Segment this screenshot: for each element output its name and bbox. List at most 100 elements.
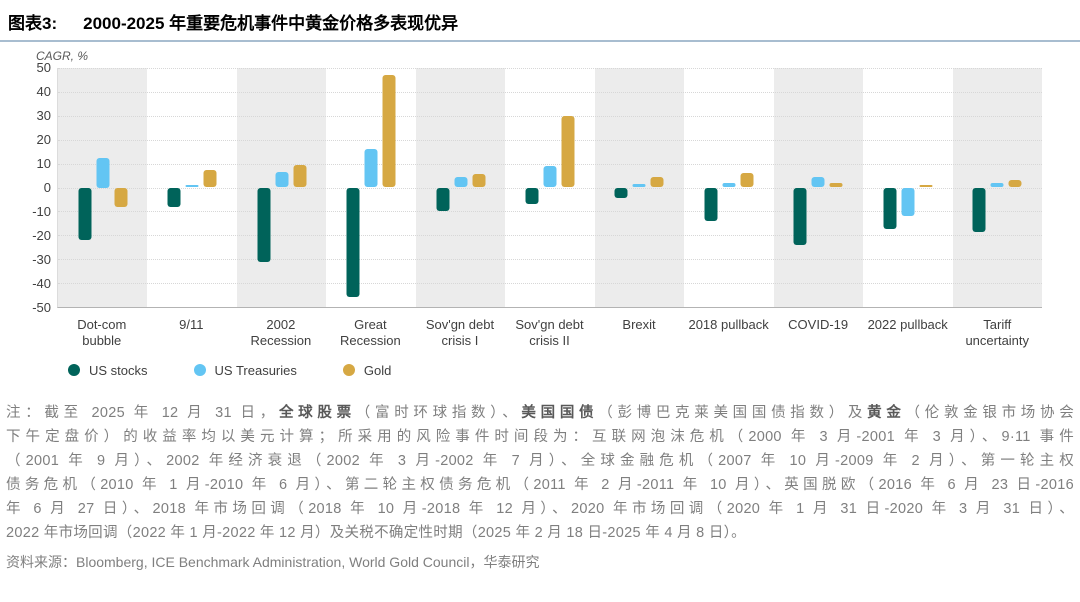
y-tick-label: 40 (36, 84, 51, 99)
bar-us-treasuries (96, 157, 110, 188)
title-divider (0, 40, 1080, 42)
x-category-label: Sov'gn debt crisis II (505, 317, 595, 349)
bar-slot (167, 68, 181, 307)
category-cell (416, 68, 505, 307)
x-category-label: COVID-19 (773, 317, 863, 349)
category-cell (684, 68, 773, 307)
x-category-label: 2018 pullback (684, 317, 774, 349)
figure-number-label: 图表3: (8, 14, 58, 33)
bar-group (346, 68, 396, 307)
bar-group (793, 68, 843, 307)
category-cell (58, 68, 147, 307)
footnote-line: 年 6 月 27 日）、2018 年市场回调（2018 年 10 月-2018 … (6, 497, 1074, 521)
y-axis-unit-label: CAGR, % (36, 49, 89, 63)
bar-slot (275, 68, 289, 307)
footnote-text: （彭博巴克莱美国国债指数）及 (598, 405, 868, 421)
bar-slot (919, 68, 933, 307)
y-axis-ticks: 50 40 30 20 10 0 -10 -20 -30 -40 -50 (7, 61, 51, 315)
x-category-label-text: Great Recession (340, 317, 401, 348)
bar-slot (472, 68, 486, 307)
x-category-label-text: Sov'gn debt crisis II (515, 317, 584, 348)
footnote-text: 2022 年市场回调（2022 年 1 月-2022 年 12 月）及关税不确定… (6, 525, 746, 541)
gridline (58, 163, 1042, 165)
bar-slot (704, 68, 718, 307)
bar-slot (1008, 68, 1022, 307)
bar-group (614, 68, 664, 307)
bar-gold (829, 182, 843, 188)
x-category-label: Great Recession (326, 317, 416, 349)
gridline (58, 187, 1042, 189)
bar-slot (883, 68, 897, 307)
x-category-label: 2022 pullback (863, 317, 953, 349)
bar-slot (382, 68, 396, 307)
bar-slot (972, 68, 986, 307)
footnote-line: 债务危机（2010 年 1 月-2010 年 6 月）、第二轮主权债务危机（20… (6, 473, 1074, 497)
bar-slot (203, 68, 217, 307)
footnote-text: 债务危机（2010 年 1 月-2010 年 6 月）、第二轮主权债务危机（20… (6, 477, 1074, 493)
x-category-label-text: Brexit (622, 317, 656, 332)
x-category-label-text: Dot-com bubble (77, 317, 127, 348)
bar-slot (614, 68, 628, 307)
bar-slot (454, 68, 468, 307)
footnote: 注：截至 2025 年 12 月 31 日，全球股票（富时环球指数）、美国国债（… (6, 401, 1074, 545)
legend-item: US Treasuries (193, 362, 297, 378)
y-tick-label: -20 (32, 228, 51, 243)
footnote-line: 下午定盘价）的收益率均以美元计算；所采用的风险事件时间段为：互联网泡沫危机（20… (6, 425, 1074, 449)
bar-us-stocks (257, 187, 271, 262)
y-tick-label: 20 (36, 132, 51, 147)
grid-layer (58, 68, 1042, 307)
bar-slot (740, 68, 754, 307)
y-tick-label: 30 (36, 108, 51, 123)
category-cell (237, 68, 326, 307)
source-line: 资料来源：Bloomberg, ICE Benchmark Administra… (6, 552, 1074, 572)
footnote-text: （富时环球指数）、 (355, 405, 522, 421)
x-category-label-text: 9/11 (179, 317, 204, 332)
bar-slot (436, 68, 450, 307)
bar-gold (114, 187, 128, 207)
bar-us-stocks (972, 187, 986, 232)
legend-dot (68, 364, 80, 376)
bar-us-treasuries (632, 183, 646, 188)
footnote-text: 年 6 月 27 日）、2018 年市场回调（2018 年 10 月-2018 … (6, 501, 1074, 517)
x-category-label: Brexit (594, 317, 684, 349)
bar-slot (257, 68, 271, 307)
figure-title: 2000-2025 年重要危机事件中黄金价格多表现优异 (83, 14, 459, 33)
bar-us-treasuries (454, 176, 468, 188)
y-tick-label: 50 (36, 60, 51, 75)
bar-group (257, 68, 307, 307)
bar-us-treasuries (990, 182, 1004, 188)
bar-us-stocks (704, 187, 718, 221)
legend-label: US Treasuries (214, 362, 297, 378)
bar-us-treasuries (364, 149, 378, 188)
bar-us-stocks (436, 187, 450, 212)
footnote-bold-term: 全球股票 (278, 405, 356, 421)
x-category-label-text: 2002 Recession (250, 317, 312, 348)
x-axis-labels: Dot-com bubble 9/11 2002 Recession Great Re… (57, 308, 1042, 349)
bar-us-stocks (614, 187, 628, 199)
bar-us-treasuries (901, 187, 915, 217)
category-cell (147, 68, 236, 307)
bar-slot (793, 68, 807, 307)
bar-slot (650, 68, 664, 307)
bar-group (525, 68, 575, 307)
x-category-label-text: 2018 pullback (688, 317, 769, 332)
footnote-bold-term: 黄金 (867, 405, 906, 421)
x-category-label: Dot-com bubble (57, 317, 147, 349)
bar-gold (561, 115, 575, 188)
bar-us-stocks (525, 187, 539, 205)
bar-us-stocks (346, 187, 360, 298)
chart-legend: US stocks US Treasuries Gold (68, 362, 1080, 378)
bars-layer (58, 68, 1042, 307)
bar-slot (632, 68, 646, 307)
gridline (58, 139, 1042, 141)
y-tick-label: -40 (32, 276, 51, 291)
bar-us-stocks (167, 187, 181, 207)
x-category-label-text: 2022 pullback (867, 317, 948, 332)
bar-gold (472, 174, 486, 188)
legend-dot (342, 364, 355, 376)
y-tick-label: -50 (32, 300, 51, 315)
bar-slot (525, 68, 539, 307)
bar-us-stocks (883, 187, 897, 230)
footnote-line: 注：截至 2025 年 12 月 31 日，全球股票（富时环球指数）、美国国债（… (6, 401, 1074, 425)
